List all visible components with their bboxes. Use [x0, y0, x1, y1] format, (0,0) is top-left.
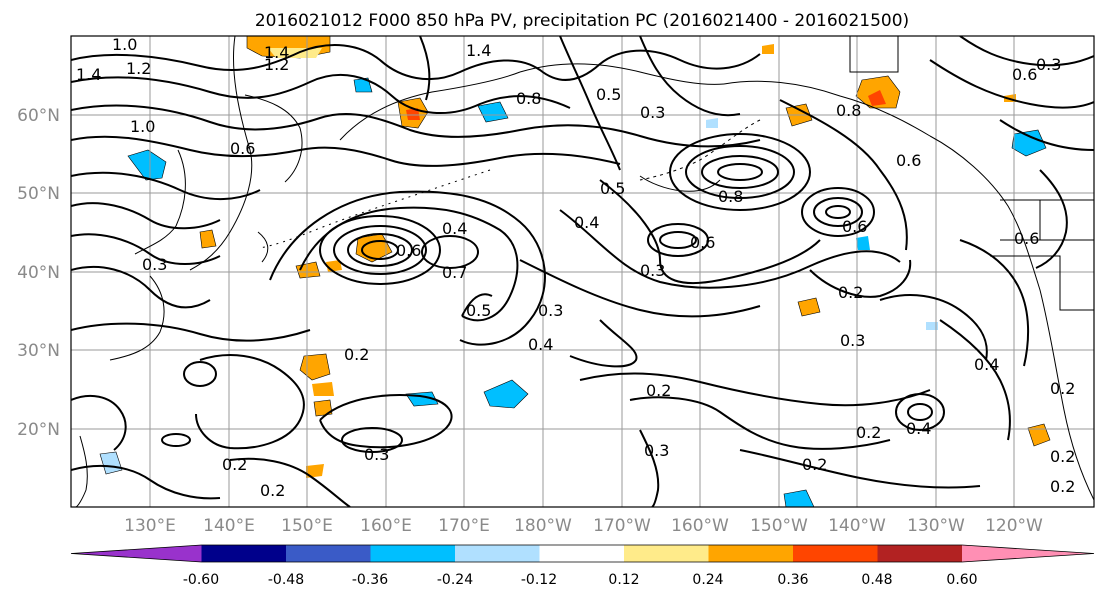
contour-label: 0.2	[838, 283, 863, 302]
colorbar-swatch	[286, 545, 371, 562]
contour-label: 0.3	[142, 255, 167, 274]
colorbar-swatch	[201, 545, 287, 562]
colorbar-label: -0.48	[268, 572, 304, 588]
colorbar-label: -0.36	[352, 572, 388, 588]
contour-label: 1.4	[76, 65, 101, 84]
contour-label: 0.4	[906, 419, 931, 438]
lon-label: 120°W	[985, 516, 1043, 536]
colorbar-swatch	[539, 545, 625, 562]
lat-label: 40°N	[17, 263, 60, 283]
colorbar-swatch	[455, 545, 540, 562]
colorbar-label: -0.60	[183, 572, 219, 588]
lon-labels: 130°E 140°E 150°E 160°E 170°E 180°W 170°…	[124, 516, 1043, 536]
colorbar-swatch	[370, 545, 456, 562]
contour-label: 0.6	[1012, 65, 1037, 84]
contour-label: 0.3	[1036, 55, 1061, 74]
colorbar: -0.60 -0.48 -0.36 -0.24 -0.12 0.12 0.24 …	[70, 544, 1095, 588]
contour-label: 0.2	[222, 455, 247, 474]
contour-label: 0.3	[840, 331, 865, 350]
lon-label: 170°E	[438, 516, 490, 536]
colorbar-swatch	[877, 545, 963, 562]
map-title: 2016021012 F000 850 hPa PV, precipitatio…	[255, 11, 909, 31]
precip-shading	[99, 36, 1051, 507]
lon-label: 180°W	[514, 516, 572, 536]
contour-label: 0.6	[1014, 229, 1039, 248]
contour-label: 0.3	[538, 301, 563, 320]
contour-label: 0.2	[1050, 447, 1075, 466]
contour-label: 0.2	[1050, 379, 1075, 398]
colorbar-label: 0.48	[861, 572, 892, 588]
contour-label: 1.4	[466, 41, 491, 60]
lon-label: 160°W	[671, 516, 729, 536]
contour-label: 0.4	[974, 355, 999, 374]
colorbar-extend-low	[71, 545, 202, 562]
lon-label: 160°E	[360, 516, 412, 536]
contour-label: 0.2	[344, 345, 369, 364]
lat-label: 60°N	[17, 106, 60, 126]
contour-label: 0.2	[856, 423, 881, 442]
lon-label: 170°W	[593, 516, 651, 536]
contour-label: 0.5	[466, 301, 491, 320]
pv-contours	[71, 36, 1094, 507]
contour-label: 0.4	[528, 335, 553, 354]
colorbar-outline	[70, 544, 1095, 563]
lon-label: 140°W	[828, 516, 886, 536]
contour-label: 0.3	[644, 441, 669, 460]
contour-label: 0.7	[442, 263, 467, 282]
lat-label: 30°N	[17, 341, 60, 361]
contour-label: 0.3	[640, 261, 665, 280]
colorbar-label: 0.60	[946, 572, 977, 588]
contour-label: 0.6	[396, 241, 421, 260]
lat-label: 50°N	[17, 184, 60, 204]
contour-label: 0.6	[842, 217, 867, 236]
map-frame	[70, 35, 1095, 508]
colorbar-swatches	[70, 544, 1095, 563]
colorbar-label: 0.24	[692, 572, 723, 588]
contour-label: 0.2	[646, 381, 671, 400]
contour-label: 1.2	[126, 59, 151, 78]
contour-label: 0.2	[260, 481, 285, 500]
colorbar-label: 0.36	[777, 572, 808, 588]
colorbar-label: -0.24	[437, 572, 473, 588]
contour-label: 1.0	[130, 117, 155, 136]
lat-labels: 60°N 50°N 40°N 30°N 20°N	[17, 106, 60, 440]
lat-label: 20°N	[17, 420, 60, 440]
colorbar-label: 0.12	[608, 572, 639, 588]
lon-label: 130°E	[124, 516, 176, 536]
contour-label: 0.2	[802, 455, 827, 474]
contour-label: 0.6	[230, 139, 255, 158]
contour-label: 0.8	[836, 101, 861, 120]
lon-label: 150°E	[281, 516, 333, 536]
contour-label: 0.2	[1050, 477, 1075, 496]
coastlines	[75, 36, 1094, 507]
colorbar-label: -0.12	[521, 572, 557, 588]
colorbar-swatch	[708, 545, 794, 562]
map-panel: 1.0 1.2 1.4 1.4 1.2 1.4 1.0 0.8 0.6 0.5 …	[17, 35, 1095, 536]
lon-label: 150°W	[750, 516, 808, 536]
graticule	[71, 36, 1094, 507]
colorbar-extend-high	[962, 545, 1094, 562]
contour-label: 0.4	[442, 219, 467, 238]
contour-label: 0.6	[896, 151, 921, 170]
contour-label: 1.0	[112, 35, 137, 54]
colorbar-swatch	[793, 545, 878, 562]
contour-label: 0.6	[690, 233, 715, 252]
contour-label: 1.4	[264, 43, 289, 62]
contour-label: 0.4	[574, 213, 599, 232]
contour-label: 0.8	[516, 89, 541, 108]
contour-label: 0.8	[718, 187, 743, 206]
contour-labels: 1.0 1.2 1.4 1.4 1.2 1.4 1.0 0.8 0.6 0.5 …	[76, 35, 1075, 500]
contour-label: 0.3	[364, 445, 389, 464]
contour-label: 0.5	[596, 85, 621, 104]
contour-label: 1.2	[264, 55, 289, 74]
colorbar-labels: -0.60 -0.48 -0.36 -0.24 -0.12 0.12 0.24 …	[183, 572, 978, 588]
contour-label: 0.5	[600, 179, 625, 198]
lon-label: 140°E	[203, 516, 255, 536]
lon-label: 130°W	[907, 516, 965, 536]
contour-label: 0.3	[640, 103, 665, 122]
colorbar-swatch	[624, 545, 709, 562]
